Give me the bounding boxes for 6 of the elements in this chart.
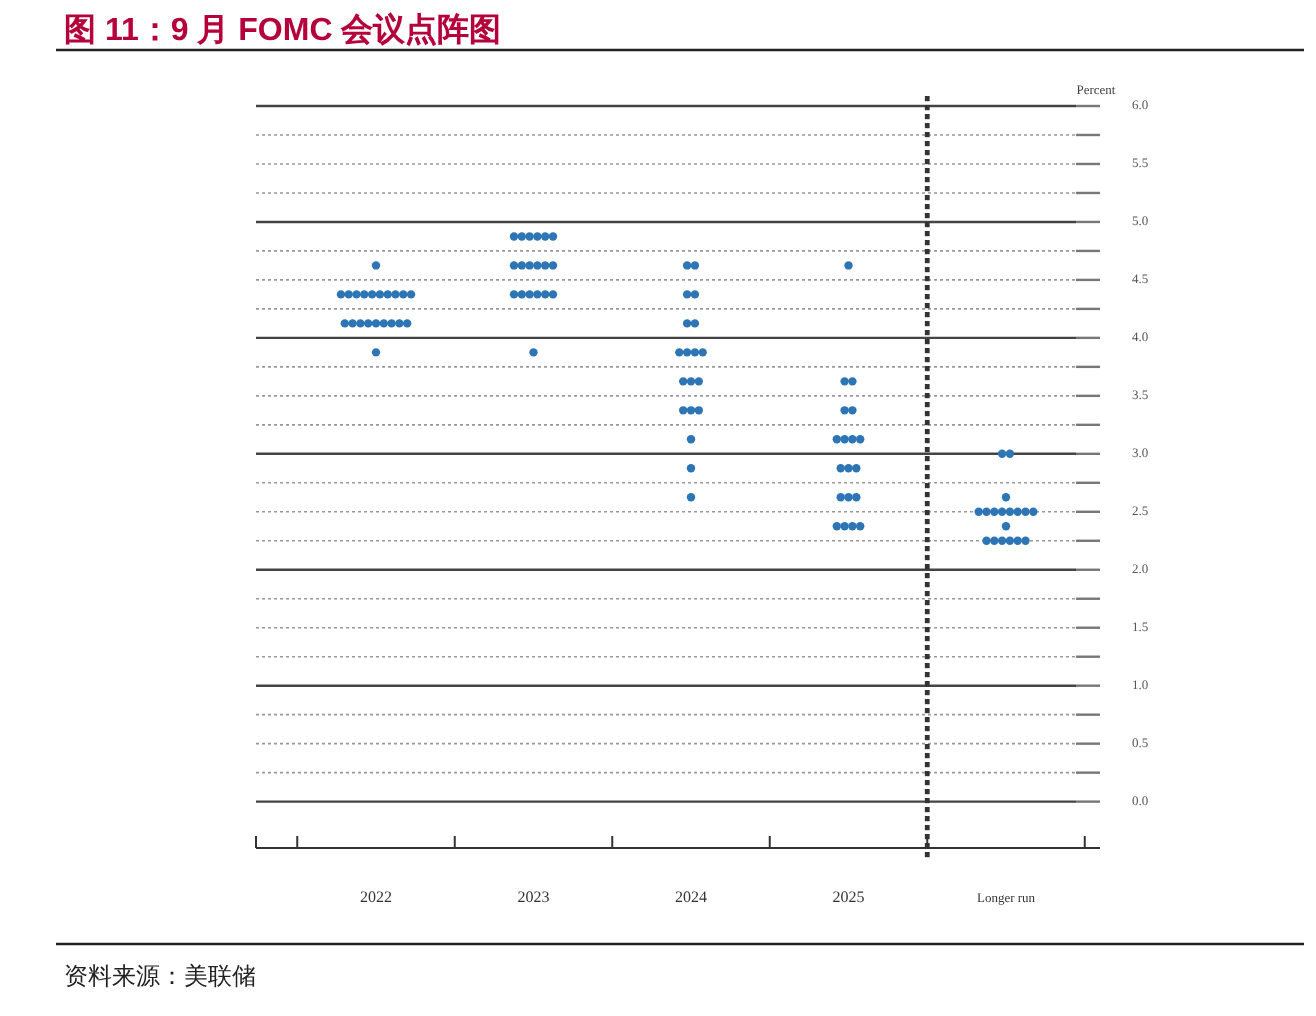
chart-title: 图 11：9 月 FOMC 会议点阵图 — [64, 12, 502, 48]
x-tick-label: 2022 — [360, 888, 392, 906]
x-tick-label: 2023 — [517, 888, 550, 906]
x-tick-label: 2024 — [675, 888, 707, 906]
x-tick-label: 2025 — [832, 888, 865, 906]
text: 资料来源：美联储 — [64, 962, 256, 990]
